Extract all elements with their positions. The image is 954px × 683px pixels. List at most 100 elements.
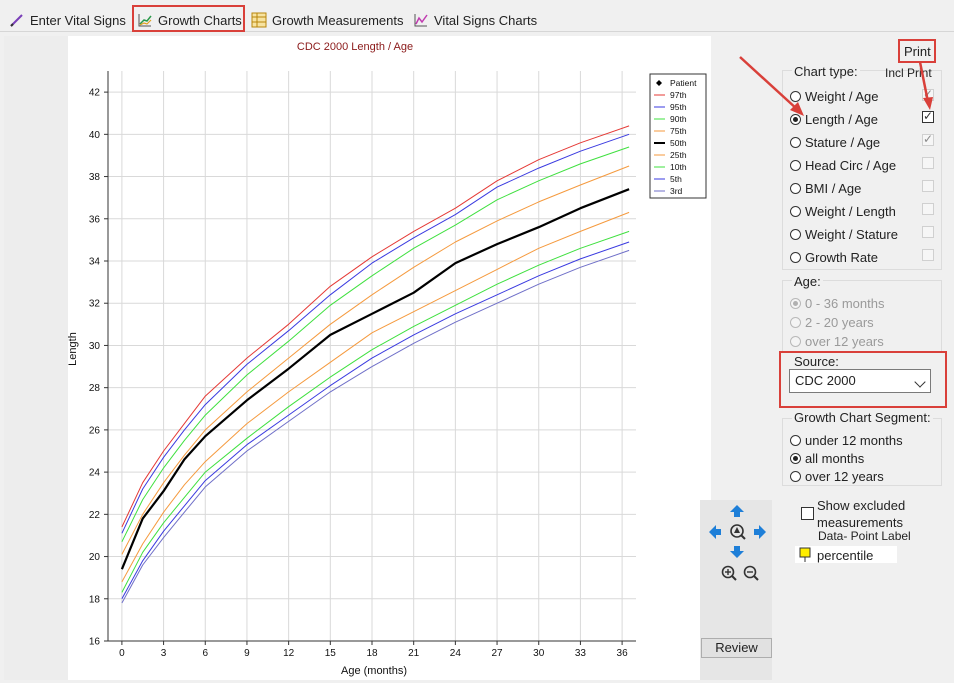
legend-label: 3rd bbox=[670, 186, 683, 196]
series-line-5th bbox=[121, 241, 630, 600]
print-button[interactable]: Print bbox=[904, 44, 931, 59]
pan-down-arrow-icon[interactable] bbox=[730, 546, 744, 558]
radio-indicator bbox=[790, 297, 801, 309]
chart-type-label: Chart type: bbox=[792, 64, 860, 79]
y-tick-label: 38 bbox=[89, 172, 101, 183]
annotation-highlight-box bbox=[779, 351, 947, 408]
radio-age-0-36-months[interactable]: 0 - 36 months bbox=[790, 294, 885, 312]
radio-segment-over-12-years[interactable]: over 12 years bbox=[790, 467, 884, 485]
radio-indicator bbox=[790, 136, 801, 148]
zoom-reset-icon[interactable] bbox=[730, 524, 746, 540]
radio-label: over 12 years bbox=[805, 468, 884, 484]
tab-growth-measurements[interactable]: Growth Measurements bbox=[251, 8, 404, 32]
radio-label: Stature / Age bbox=[805, 134, 881, 150]
show-excluded-label-line2: measurements bbox=[817, 515, 903, 530]
tab-growth-charts[interactable]: Growth Charts bbox=[137, 8, 242, 32]
x-tick-label: 6 bbox=[202, 648, 208, 659]
pan-left-arrow-icon[interactable] bbox=[709, 525, 721, 539]
y-tick-label: 32 bbox=[89, 299, 101, 310]
y-tick-label: 34 bbox=[89, 257, 101, 268]
radio-indicator bbox=[790, 316, 801, 328]
x-tick-label: 21 bbox=[408, 648, 420, 659]
source-select[interactable]: CDC 2000 bbox=[789, 369, 931, 393]
incl-print-checkbox-growth-rate[interactable] bbox=[922, 249, 934, 261]
radio-age-over-12-years[interactable]: over 12 years bbox=[790, 332, 884, 350]
pan-up-arrow-icon[interactable] bbox=[730, 505, 744, 517]
x-tick-label: 27 bbox=[491, 648, 503, 659]
incl-print-checkbox-length-age[interactable] bbox=[922, 109, 934, 123]
annotation-highlight-box bbox=[132, 5, 245, 32]
legend-label: 90th bbox=[670, 114, 687, 124]
annotation-arrows bbox=[739, 56, 933, 116]
incl-print-checkbox-weight-stature[interactable] bbox=[922, 226, 934, 238]
radio-length-age[interactable]: Length / Age bbox=[790, 110, 878, 128]
y-tick-label: 20 bbox=[89, 552, 101, 563]
radio-indicator bbox=[790, 452, 801, 464]
tab-vital-signs-charts[interactable]: Vital Signs Charts bbox=[413, 8, 537, 32]
zoom-in-icon[interactable] bbox=[721, 565, 737, 581]
radio-head-circ-age[interactable]: Head Circ / Age bbox=[790, 156, 896, 174]
radio-weight-stature[interactable]: Weight / Stature bbox=[790, 225, 898, 243]
pencil-icon bbox=[10, 14, 23, 27]
y-tick-label: 16 bbox=[89, 637, 101, 648]
y-tick-label: 30 bbox=[89, 341, 101, 352]
annotation-arrow-head bbox=[923, 97, 933, 110]
radio-label: Length / Age bbox=[805, 111, 879, 127]
show-excluded-checkbox[interactable] bbox=[801, 507, 814, 520]
radio-growth-rate[interactable]: Growth Rate bbox=[790, 248, 878, 266]
incl-print-checkbox-stature-age[interactable] bbox=[922, 132, 934, 146]
x-tick-label: 3 bbox=[161, 648, 167, 659]
incl-print-checkbox-bmi-age[interactable] bbox=[922, 180, 934, 192]
legend-label: 75th bbox=[670, 126, 687, 136]
radio-weight-length[interactable]: Weight / Length bbox=[790, 202, 896, 220]
series-line-25th bbox=[121, 211, 630, 583]
growth-chart-panel: 0 3 6 9 12 15 18 21 24 27 30 33 36 16 18 20 22 24 26 28 30 32… bbox=[67, 36, 711, 680]
data-point-label-field[interactable]: percentile bbox=[795, 546, 897, 563]
tab-enter-vital-signs[interactable]: Enter Vital Signs bbox=[9, 8, 126, 32]
chart-grid bbox=[108, 71, 636, 642]
growth-chart-icon bbox=[138, 14, 152, 27]
chart-type-group bbox=[782, 70, 942, 270]
chart-series bbox=[120, 125, 630, 604]
x-tick-label: 9 bbox=[244, 648, 250, 659]
series-line-10th bbox=[121, 230, 630, 593]
incl-print-checkbox-head-circ-age[interactable] bbox=[922, 157, 934, 169]
series-line-90th bbox=[121, 146, 630, 543]
tab-label: Growth Measurements bbox=[272, 12, 404, 28]
tab-label: Growth Charts bbox=[158, 12, 242, 28]
radio-segment-under-12-months[interactable]: under 12 months bbox=[790, 431, 903, 449]
segment-label: Growth Chart Segment: bbox=[792, 410, 933, 425]
x-tick-label: 12 bbox=[283, 648, 295, 659]
radio-label: 0 - 36 months bbox=[805, 295, 885, 311]
show-excluded-label-line1: Show excluded bbox=[817, 498, 906, 513]
radio-weight-age[interactable]: Weight / Age bbox=[790, 87, 878, 105]
tab-label: Vital Signs Charts bbox=[434, 12, 538, 28]
radio-indicator bbox=[790, 205, 801, 217]
radio-indicator bbox=[790, 470, 801, 482]
pan-right-arrow-icon[interactable] bbox=[754, 525, 766, 539]
radio-age-2-20-years[interactable]: 2 - 20 years bbox=[790, 313, 874, 331]
y-tick-label: 28 bbox=[89, 383, 101, 394]
data-point-label-value: percentile bbox=[817, 548, 874, 563]
series-line-3rd bbox=[121, 249, 630, 604]
incl-print-checkbox-weight-length[interactable] bbox=[922, 203, 934, 215]
tab-bar: Enter Vital Signs Growth Charts Growth M… bbox=[0, 0, 954, 32]
radio-bmi-age[interactable]: BMI / Age bbox=[790, 179, 861, 197]
radio-label: Weight / Stature bbox=[805, 226, 898, 242]
annotation-arrow-line bbox=[918, 61, 930, 103]
annotation-arrow-head bbox=[790, 102, 804, 116]
radio-stature-age[interactable]: Stature / Age bbox=[790, 133, 880, 151]
legend-label: 10th bbox=[670, 162, 687, 172]
y-tick-label: 42 bbox=[89, 88, 101, 99]
radio-segment-all-months[interactable]: all months bbox=[790, 449, 864, 467]
radio-label: over 12 years bbox=[805, 333, 884, 349]
zoom-out-icon[interactable] bbox=[743, 565, 759, 581]
radio-indicator bbox=[790, 228, 801, 240]
radio-indicator bbox=[790, 182, 801, 194]
legend-label: 25th bbox=[670, 150, 687, 160]
radio-label: all months bbox=[805, 450, 865, 466]
y-tick-label: 22 bbox=[89, 510, 101, 521]
series-line-97th bbox=[121, 125, 630, 528]
review-button[interactable]: Review bbox=[701, 638, 772, 658]
x-tick-label: 33 bbox=[575, 648, 587, 659]
